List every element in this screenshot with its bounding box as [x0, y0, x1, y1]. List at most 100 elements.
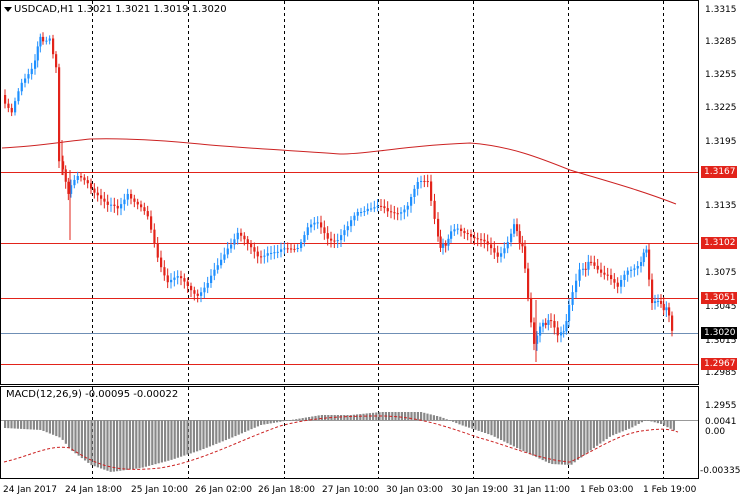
candle-body [166, 275, 169, 283]
macd-bar [218, 420, 221, 443]
time-label: 25 Jan 10:00 [131, 485, 188, 495]
candle-body [521, 242, 524, 247]
candle-body [170, 279, 173, 283]
chart-menu-arrow-icon[interactable] [4, 7, 12, 12]
candle-body [376, 205, 379, 208]
macd-title: MACD(12,26,9) -0.00095 -0.00022 [6, 389, 179, 400]
macd-bar [551, 420, 554, 465]
candle-body [86, 180, 89, 184]
candle-body [363, 211, 366, 213]
candle-body [350, 220, 353, 227]
macd-bar [288, 420, 291, 421]
macd-bar [144, 420, 147, 467]
macd-bar [80, 420, 83, 459]
candle-body [603, 272, 606, 275]
price-label: 1.3285 [705, 37, 737, 47]
macd-bar [64, 420, 67, 444]
candle-body [143, 207, 146, 212]
candle-body [442, 243, 445, 248]
candle-body [518, 231, 521, 243]
macd-bar [407, 412, 410, 420]
macd-bar [432, 415, 435, 420]
current-price-badge: 1.3020 [701, 327, 737, 339]
macd-bar [132, 420, 135, 470]
candle-body [150, 216, 153, 230]
macd-bar [128, 420, 131, 470]
candle-body [660, 301, 663, 304]
candle-body [651, 279, 654, 304]
macd-bar [349, 415, 352, 420]
macd-bar [455, 420, 458, 424]
macd-bar [400, 412, 403, 420]
macd-bar [362, 413, 365, 420]
macd-bar [77, 420, 80, 456]
candle-body [366, 208, 369, 212]
macd-bar [228, 420, 231, 439]
level-badge[interactable]: 1.2967 [701, 358, 737, 370]
candle-body [130, 193, 133, 199]
time-label: 24 Jan 18:00 [65, 485, 122, 495]
macd-bar [93, 420, 96, 467]
time-label: 30 Jan 19:00 [451, 485, 508, 495]
macd-bar [410, 412, 413, 420]
candle-body [503, 248, 506, 254]
macd-bar [436, 416, 439, 420]
macd-bar [452, 420, 455, 422]
macd-bar [628, 420, 631, 429]
candle-body [356, 211, 359, 216]
macd-bar [295, 419, 298, 421]
candle-body [530, 297, 533, 323]
candle-body [323, 227, 326, 234]
macd-bar [528, 420, 531, 455]
time-label: 26 Jan 18:00 [258, 485, 315, 495]
candle-body [96, 192, 99, 196]
macd-bar [308, 417, 311, 420]
price-label: 1.2955 [705, 401, 737, 411]
candle-body [360, 211, 363, 213]
macd-bar [320, 415, 323, 420]
macd-bar [48, 420, 51, 434]
macd-bar [480, 420, 483, 432]
candle-body [30, 68, 33, 75]
macd-bar [624, 420, 627, 431]
candle-body [460, 228, 463, 232]
candle-body [306, 227, 309, 236]
price-label: 1.3315 [705, 5, 737, 15]
level-badge[interactable]: 1.3167 [701, 166, 737, 178]
candle-body [293, 248, 296, 250]
candle-body [180, 276, 183, 279]
level-badge[interactable]: 1.3051 [701, 292, 737, 304]
level-badge[interactable]: 1.3102 [701, 237, 737, 249]
macd-bar [317, 415, 320, 420]
candle-body [662, 303, 665, 311]
macd-bar [541, 420, 544, 461]
macd-bar [138, 420, 141, 469]
candle-body [584, 268, 587, 270]
time-label: 31 Jan 11:00 [513, 485, 570, 495]
candle-body [176, 276, 179, 278]
candle-body [450, 231, 453, 239]
macd-bar [663, 420, 666, 426]
macd-bar [525, 420, 528, 453]
macd-bar [164, 420, 167, 462]
candle-body [320, 222, 323, 228]
macd-bar [256, 420, 259, 427]
macd-bar [474, 420, 477, 430]
macd-bar [282, 420, 285, 422]
macd-signal-line [3, 415, 679, 470]
macd-bar [391, 412, 394, 420]
candle-body [623, 274, 626, 281]
price-label: 1.3075 [705, 268, 737, 278]
macd-bar [416, 412, 419, 420]
macd-bar [215, 420, 218, 444]
macd-bar [493, 420, 496, 437]
macd-bar [202, 420, 205, 450]
macd-bar [397, 412, 400, 420]
macd-bar [192, 420, 195, 453]
candle-body [556, 327, 559, 336]
candle-body [439, 236, 442, 248]
candle-body [587, 261, 590, 270]
macd-bar [352, 414, 355, 420]
macd-bar [250, 420, 253, 430]
